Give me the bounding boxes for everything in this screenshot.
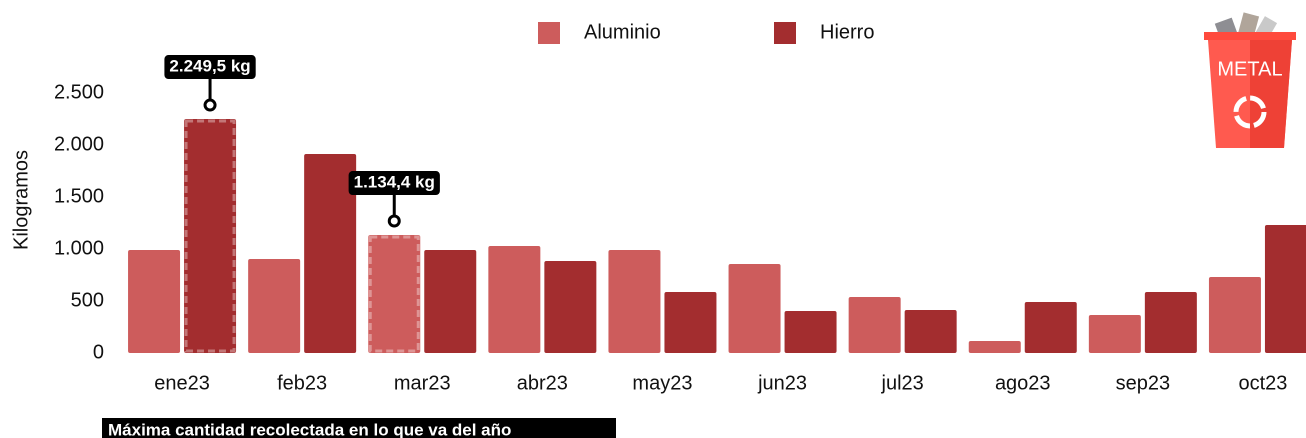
data-label-box [348, 171, 440, 196]
label-pin-dot [387, 214, 401, 228]
x-tick-label: may23 [632, 372, 692, 394]
y-tick-label: 0 [93, 341, 104, 363]
bar [184, 119, 237, 353]
bar [608, 250, 661, 353]
data-label-box [164, 55, 256, 80]
y-tick-label: 1.500 [54, 185, 104, 207]
bar [848, 297, 901, 353]
bar [664, 291, 717, 353]
bar [1208, 276, 1261, 353]
y-tick-label: 500 [71, 289, 104, 311]
y-tick-label: 1.000 [54, 237, 104, 259]
bar [1024, 302, 1077, 353]
bar [544, 260, 597, 353]
bar [304, 154, 357, 353]
x-tick-label: oct23 [1238, 372, 1287, 394]
legend-swatch [774, 22, 796, 44]
bar [904, 310, 957, 353]
bar [1088, 315, 1141, 353]
metal-bin-icon: METAL [1204, 12, 1296, 148]
x-tick-label: jul23 [881, 372, 924, 394]
bar [968, 341, 1021, 353]
x-tick-label: ene23 [154, 372, 210, 394]
data-label-text: 1.134,4 kg [354, 173, 435, 192]
x-tick-label: feb23 [277, 372, 327, 394]
legend-label: Hierro [820, 21, 874, 43]
icon-label: METAL [1217, 58, 1282, 80]
x-tick-label: jun23 [757, 372, 807, 394]
bar [784, 310, 837, 353]
y-tick-label: 2.500 [54, 81, 104, 103]
note: Máxima cantidad recolectada en lo que va… [108, 420, 511, 438]
y-tick-label: 2.000 [54, 133, 104, 155]
x-tick-label: ago23 [995, 372, 1051, 394]
y-axis-label: Kilogramos [10, 150, 32, 250]
bar-highlight [184, 119, 236, 353]
x-tick-label: mar23 [394, 372, 451, 394]
bar [1144, 291, 1197, 353]
bar [1264, 224, 1306, 353]
x-tick-label: sep23 [1116, 372, 1171, 394]
bar [368, 235, 421, 353]
data-label-text: 2.249,5 kg [169, 57, 250, 76]
x-tick-label: abr23 [517, 372, 568, 394]
legend-swatch [538, 22, 560, 44]
data-label: 2.249,5 kg [164, 55, 256, 80]
note-box [102, 418, 616, 438]
data-label: 1.134,4 kg [348, 171, 440, 196]
bar-highlight [368, 235, 420, 353]
bar [128, 250, 181, 353]
legend-label: Aluminio [584, 21, 661, 43]
label-pin-dot [203, 98, 217, 112]
bar [728, 263, 781, 353]
bar [488, 245, 541, 353]
bar [248, 258, 301, 353]
bar [424, 250, 477, 353]
